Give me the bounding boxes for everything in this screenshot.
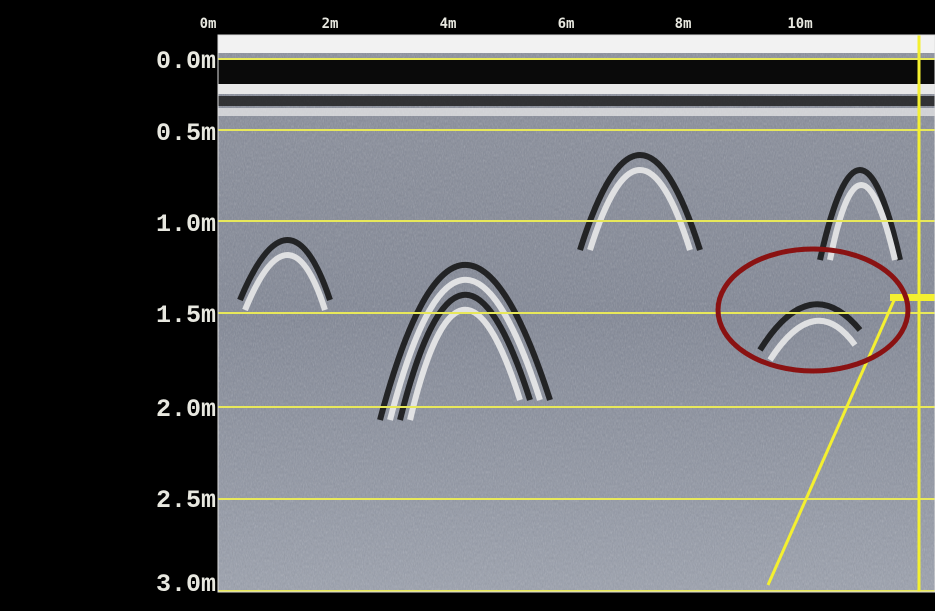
depth-lines: [218, 58, 935, 592]
depth-label: 2.5m: [156, 486, 216, 515]
distance-label: 0m: [200, 16, 217, 32]
depth-label: 1.5m: [156, 301, 216, 330]
depth-label: 2.0m: [156, 395, 216, 424]
depth-label: 0.5m: [156, 119, 216, 148]
marker-line: [766, 297, 897, 586]
distance-label: 2m: [322, 16, 339, 32]
highlight-ellipse: [715, 246, 911, 374]
depth-label: 1.0m: [156, 210, 216, 239]
labels: 0m 2m 4m 6m 8m 10m 0.0m 0.5m 1.0m 1.5m 2.0m 2.5m 3.0…: [156, 16, 813, 599]
depth-label: 0.0m: [156, 47, 216, 76]
marker-flag: [890, 294, 935, 301]
distance-label: 8m: [675, 16, 692, 32]
radargram: [218, 35, 935, 592]
frame: [217, 34, 935, 593]
distance-label: 6m: [558, 16, 575, 32]
distance-label: 10m: [787, 16, 812, 32]
depth-label: 3.0m: [156, 570, 216, 599]
distance-label: 4m: [440, 16, 457, 32]
